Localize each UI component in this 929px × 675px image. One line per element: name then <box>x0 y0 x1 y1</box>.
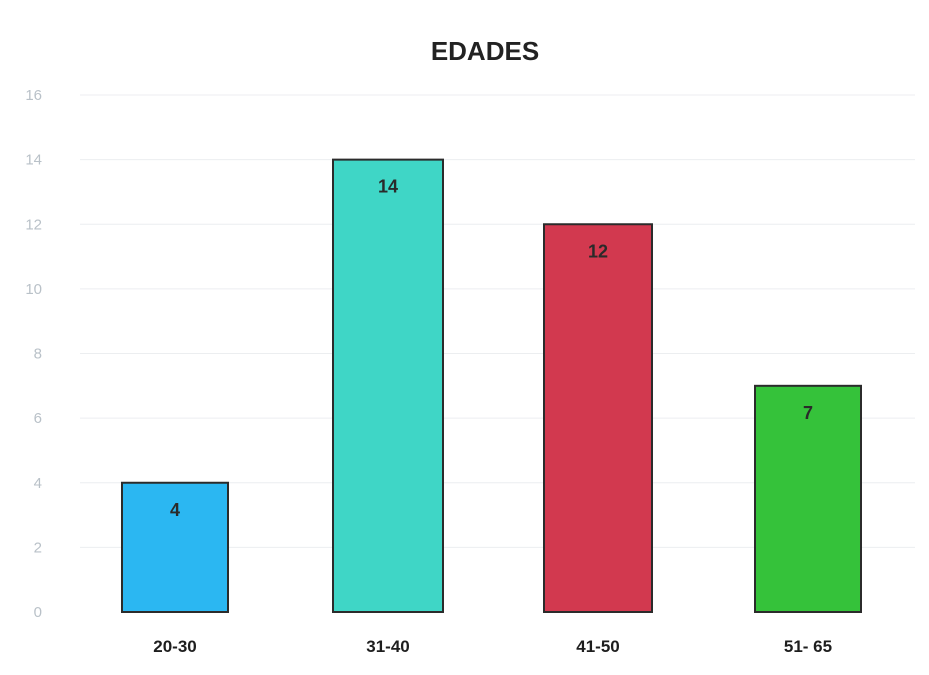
data-label: 12 <box>588 241 608 261</box>
y-tick-label: 2 <box>34 539 42 556</box>
x-tick-label: 51- 65 <box>784 637 832 656</box>
y-tick-label: 14 <box>25 152 42 169</box>
data-label: 7 <box>803 403 813 423</box>
bar-31-40 <box>332 158 444 613</box>
bar-41-50 <box>543 223 653 613</box>
x-axis: 20-30 31-40 41-50 51- 65 <box>153 637 832 656</box>
y-tick-label: 4 <box>34 475 42 492</box>
y-tick-label: 16 <box>25 87 42 104</box>
data-labels: 4 14 12 7 <box>170 177 813 520</box>
bars <box>121 158 862 613</box>
x-tick-label: 20-30 <box>153 637 196 656</box>
y-tick-label: 8 <box>34 346 42 363</box>
x-tick-label: 41-50 <box>576 637 619 656</box>
chart-title: EDADES <box>431 36 539 66</box>
data-label: 14 <box>378 177 398 197</box>
bar-20-30 <box>121 481 229 613</box>
y-axis: 0 2 4 6 8 10 12 14 16 <box>25 87 42 621</box>
y-tick-label: 6 <box>34 410 42 427</box>
data-label: 4 <box>170 500 180 520</box>
y-tick-label: 12 <box>25 216 42 233</box>
bar-51-65 <box>754 384 862 613</box>
y-tick-label: 10 <box>25 281 42 298</box>
x-tick-label: 31-40 <box>366 637 409 656</box>
y-tick-label: 0 <box>34 604 42 621</box>
